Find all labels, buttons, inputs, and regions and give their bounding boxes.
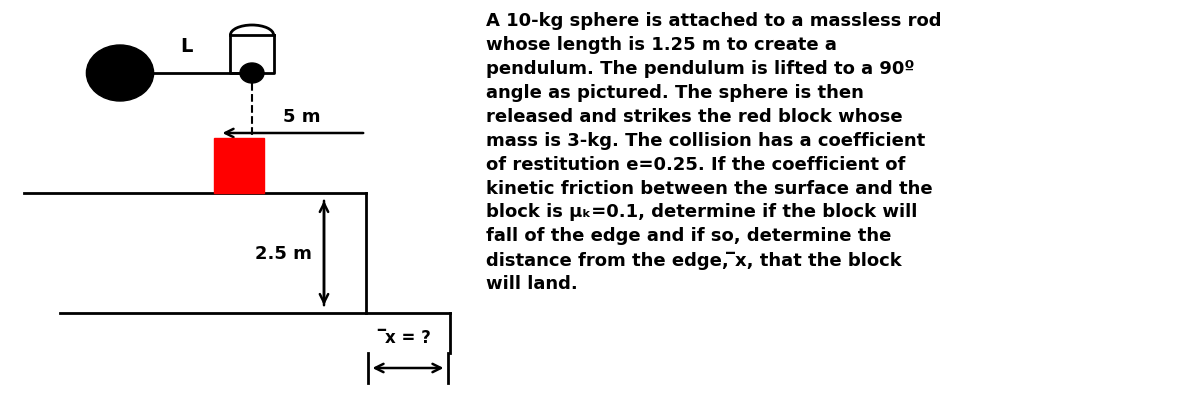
Text: ̅x = ?: ̅x = ? — [385, 328, 431, 346]
Text: 2.5 m: 2.5 m — [256, 244, 312, 262]
Text: L: L — [180, 37, 192, 56]
Text: A 10-kg sphere is attached to a massless rod
whose length is 1.25 m to create a
: A 10-kg sphere is attached to a massless… — [486, 12, 941, 293]
Text: 5 m: 5 m — [283, 108, 320, 126]
Circle shape — [240, 64, 264, 84]
Bar — [214, 139, 264, 194]
Circle shape — [86, 46, 154, 102]
